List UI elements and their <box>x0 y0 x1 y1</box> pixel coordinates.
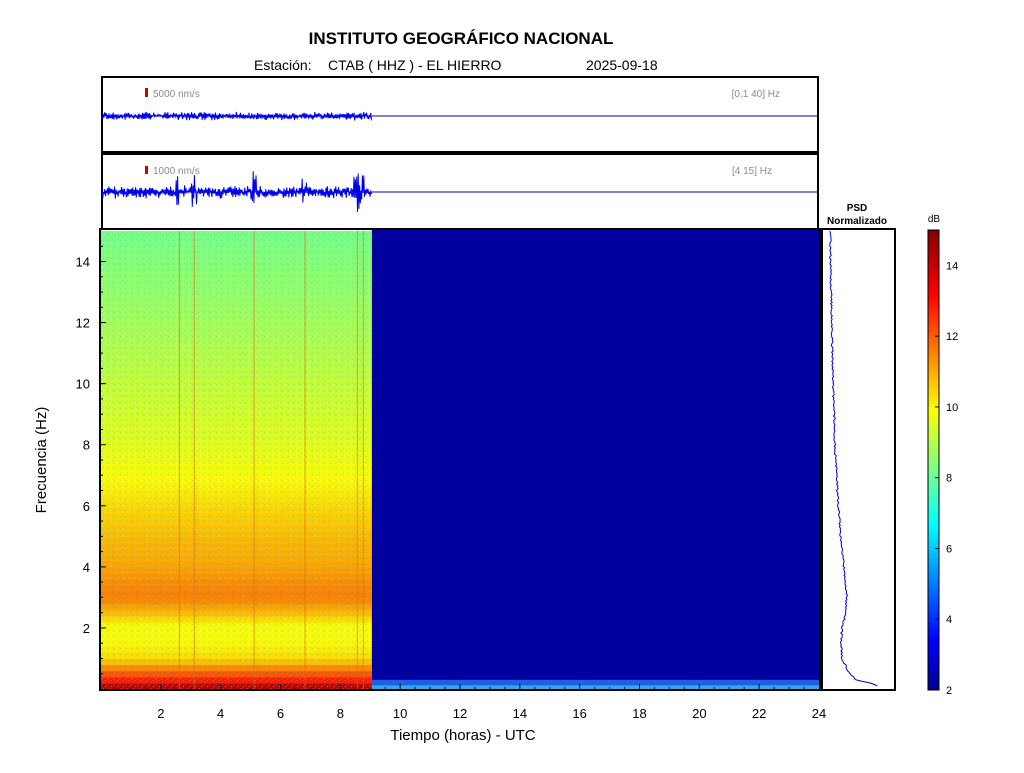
y-tick-label: 14 <box>76 255 90 270</box>
psd-subtitle: Normalizado <box>827 216 887 227</box>
trace-1-scale-label: 5000 nm/s <box>153 89 200 100</box>
x-tick-label: 10 <box>393 706 407 721</box>
colorbar-unit: dB <box>928 214 941 225</box>
x-tick-label: 18 <box>632 706 646 721</box>
psd-panel: PSD Normalizado <box>821 203 896 691</box>
y-tick-label: 6 <box>83 499 90 514</box>
colorbar-tick-label: 8 <box>946 473 952 485</box>
colorbar-gradient <box>927 229 940 691</box>
y-tick-label: 4 <box>83 560 90 575</box>
spectrogram-event-streak <box>193 231 195 689</box>
trace-2-scale-label: 1000 nm/s <box>153 166 200 177</box>
x-tick-label: 22 <box>752 706 766 721</box>
trace-2-waveform <box>101 171 372 212</box>
x-tick-labels: 2 4 6 8 10 12 14 16 18 20 22 24 <box>157 706 826 721</box>
trace-1-scale-marker <box>145 88 148 97</box>
colorbar-tick-label: 10 <box>946 402 958 414</box>
y-tick-label: 10 <box>76 377 90 392</box>
trace-1-waveform <box>101 111 372 121</box>
colorbar-tick-label: 4 <box>946 614 952 626</box>
colorbar-tick-label: 6 <box>946 543 952 555</box>
spectrogram-nodata-lowband <box>371 679 820 690</box>
x-tick-label: 24 <box>812 706 826 721</box>
colorbar-ticks: 2 4 6 8 10 12 14 <box>935 260 958 697</box>
x-tick-label: 16 <box>572 706 586 721</box>
x-tick-label: 14 <box>513 706 527 721</box>
spectrogram-event-streak <box>362 231 364 689</box>
station-label: Estación: <box>254 57 312 73</box>
colorbar: dB 2 4 6 8 10 12 14 <box>927 214 958 697</box>
x-tick-label: 2 <box>157 706 164 721</box>
record-date: 2025-09-18 <box>586 57 658 73</box>
y-tick-labels: 2 4 6 8 10 12 14 <box>76 255 90 636</box>
x-tick-label: 12 <box>453 706 467 721</box>
x-tick-label: 6 <box>277 706 284 721</box>
colorbar-tick-label: 12 <box>946 331 958 343</box>
trace-panel-2: 1000 nm/s [4 15] Hz <box>101 153 819 230</box>
spectrogram-event-streak <box>304 231 306 689</box>
x-tick-label: 8 <box>337 706 344 721</box>
y-tick-label: 2 <box>83 621 90 636</box>
psd-curve <box>829 230 878 687</box>
trace-1-filter-label: [0.1 40] Hz <box>732 89 780 100</box>
trace-panel-1: 5000 nm/s [0.1 40] Hz <box>101 76 819 153</box>
psd-title: PSD <box>847 203 868 214</box>
trace-2-filter-label: [4 15] Hz <box>732 166 772 177</box>
colorbar-tick-label: 2 <box>946 685 952 697</box>
spectrogram-nodata-area <box>371 230 820 690</box>
figure-title: INSTITUTO GEOGRÁFICO NACIONAL <box>309 29 614 48</box>
spectrogram-texture <box>101 230 372 690</box>
x-axis-label: Tiempo (horas) - UTC <box>390 727 535 744</box>
spectrogram-event-streak <box>356 231 358 689</box>
spectrogram-image <box>101 230 820 690</box>
x-tick-label: 20 <box>692 706 706 721</box>
spectrogram-nodata-lowband-edge <box>371 685 820 690</box>
y-axis-label: Frecuencia (Hz) <box>33 407 50 514</box>
spectrogram-frame <box>99 228 821 691</box>
colorbar-tick-label: 14 <box>946 260 958 272</box>
y-tick-label: 8 <box>83 438 90 453</box>
spectrogram-event-streak <box>178 231 180 689</box>
psd-frame <box>821 228 896 691</box>
spectrogram-event-streak <box>253 231 255 689</box>
y-tick-label: 12 <box>76 316 90 331</box>
station-name: CTAB ( HHZ ) - EL HIERRO <box>328 57 502 73</box>
x-tick-label: 4 <box>217 706 224 721</box>
trace-2-scale-marker <box>145 166 148 174</box>
